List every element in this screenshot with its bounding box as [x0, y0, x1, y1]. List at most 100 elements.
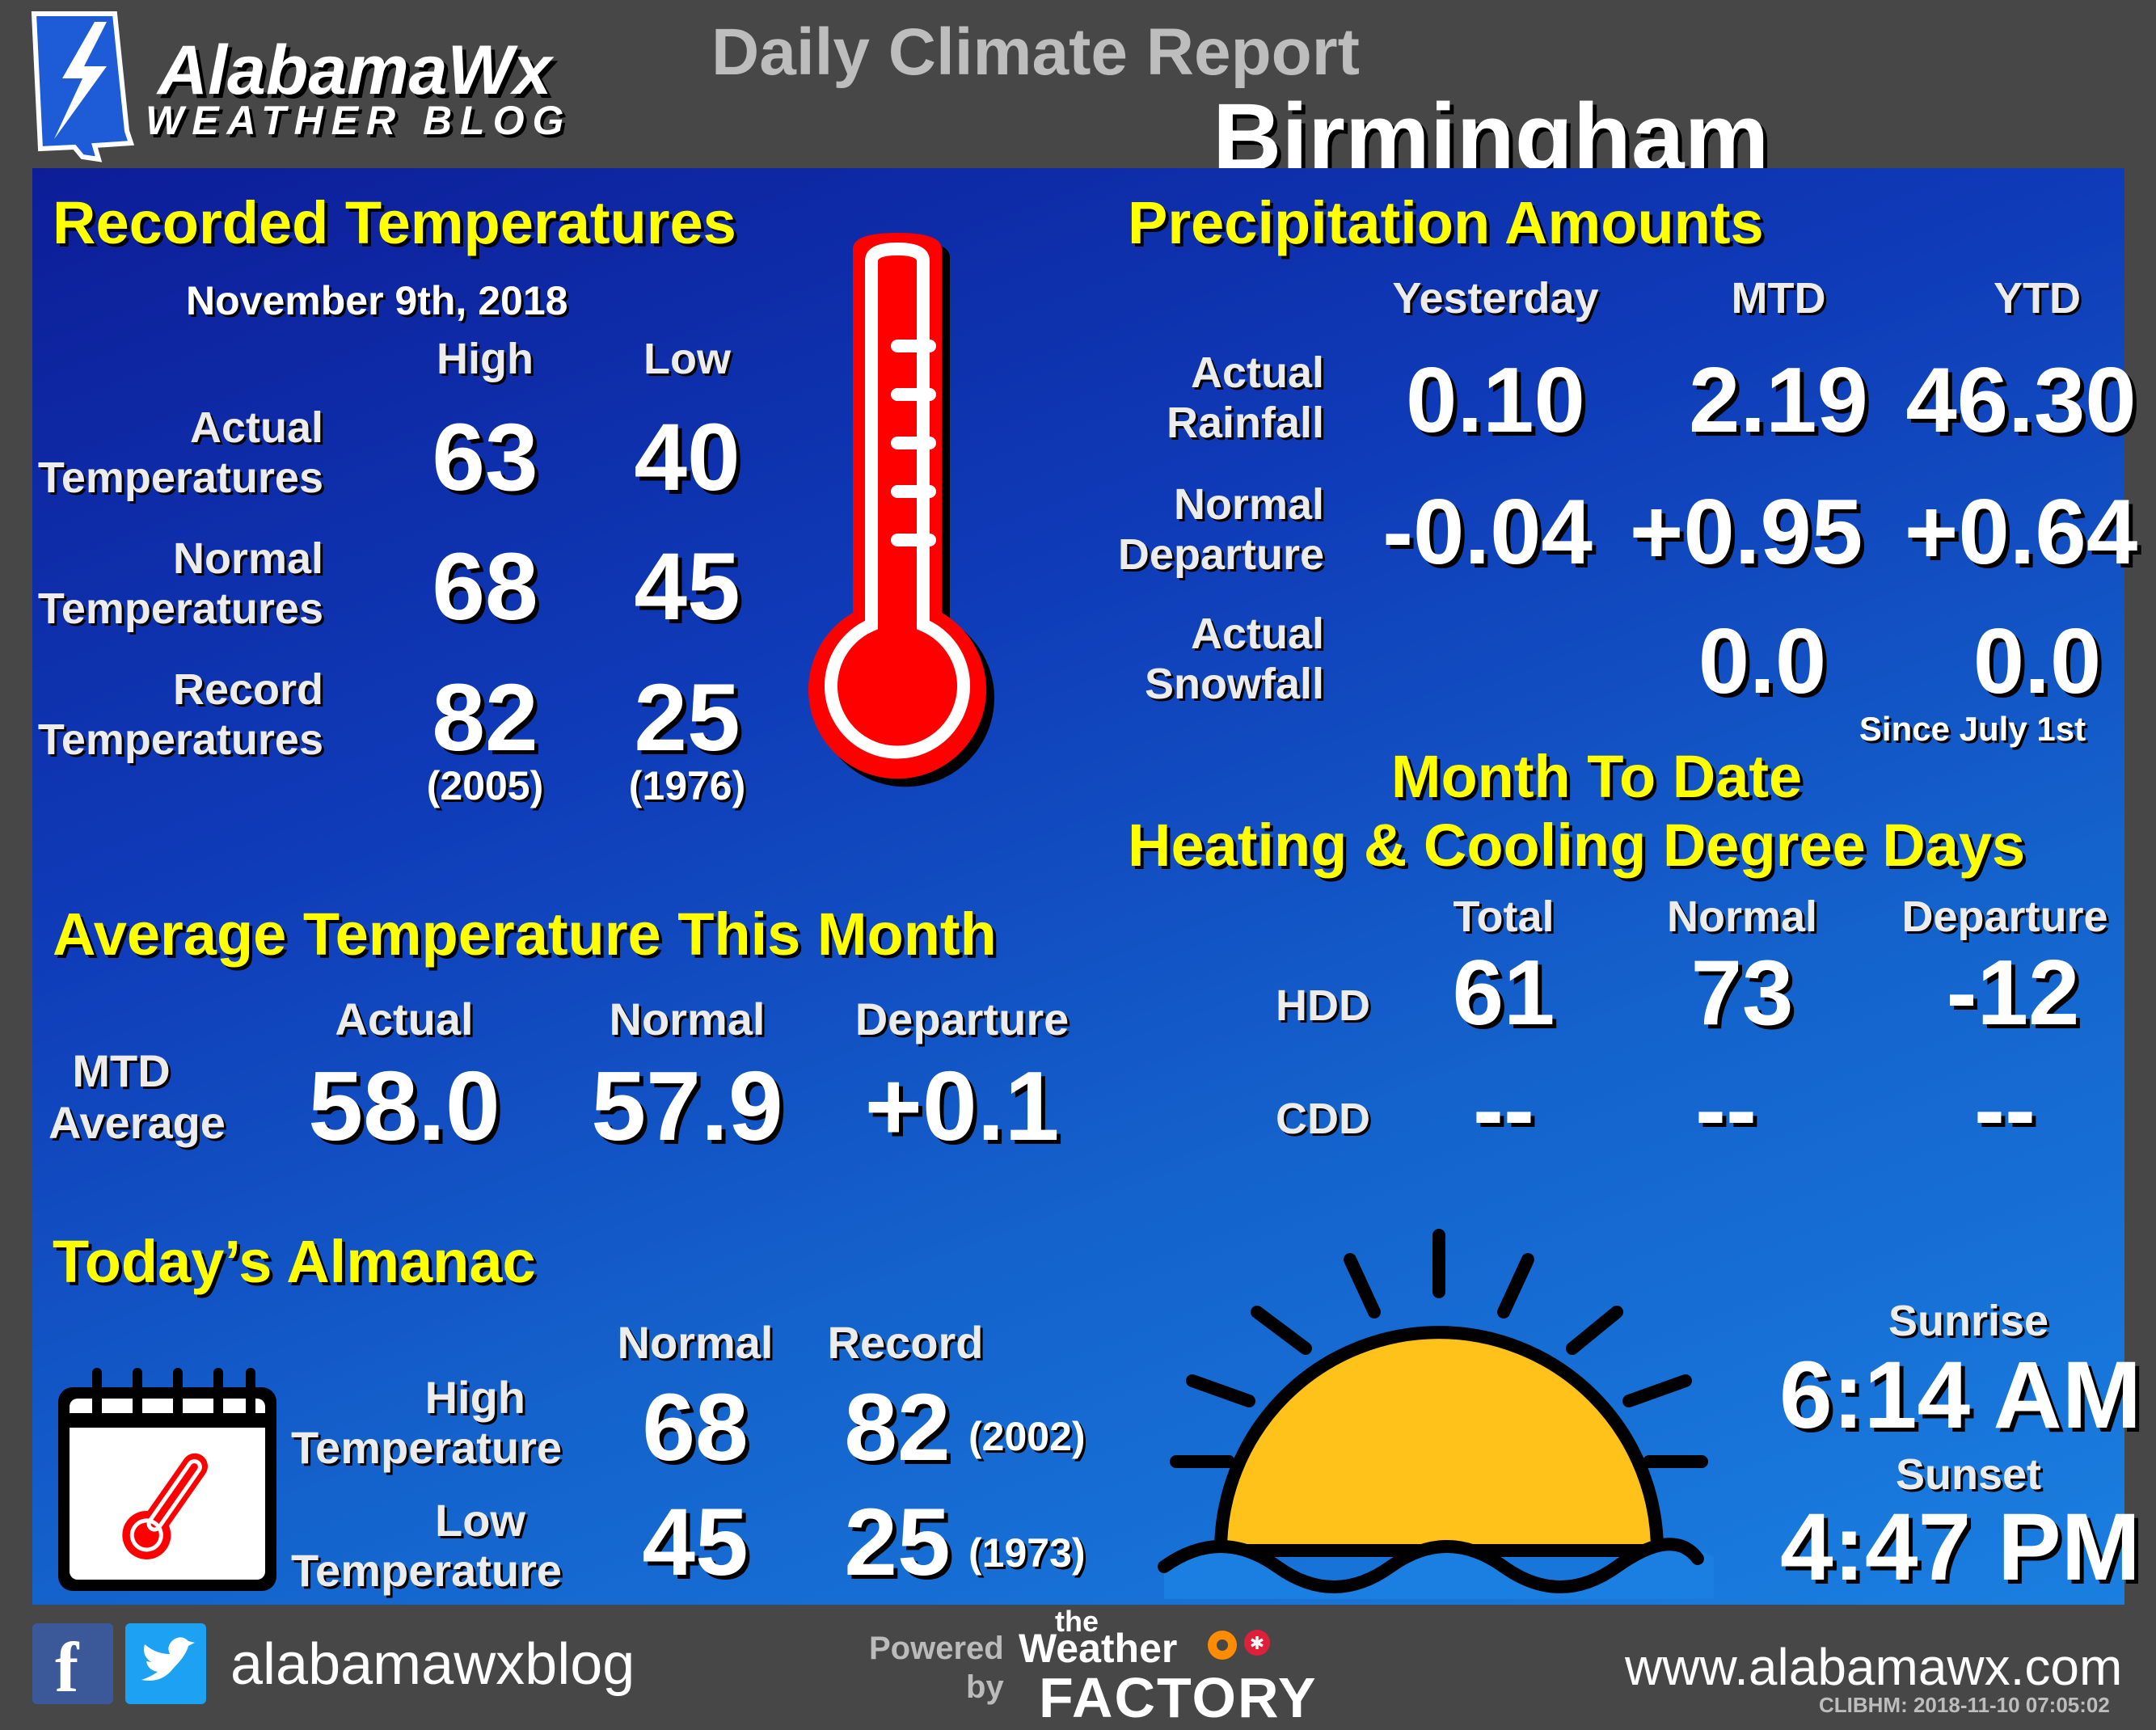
precip-col-mtd: MTD	[1731, 274, 1826, 323]
social-handle[interactable]: alabamawxblog	[230, 1632, 635, 1697]
almanac-low-label: Low Temperature	[291, 1495, 563, 1596]
row-label-line: Normal	[172, 534, 323, 583]
svg-text:✱: ✱	[1250, 1634, 1264, 1654]
row-label-line: Normal	[1173, 480, 1324, 529]
row-label-line: Departure	[1117, 530, 1324, 579]
avg-col-normal: Normal	[609, 994, 766, 1044]
gear-icon: ✱	[1208, 1630, 1270, 1660]
rain-yesterday-value: 0.10	[1406, 349, 1585, 452]
col-high-label: High	[437, 335, 534, 383]
report-title: Daily Climate Report	[711, 15, 1360, 89]
row-label-line: Snowfall	[1144, 660, 1324, 708]
almanac-col-normal: Normal	[617, 1317, 774, 1368]
almanac-high-record: 82	[844, 1374, 951, 1481]
hdd-total-value: 61	[1452, 942, 1555, 1044]
weather-factory-weather: Weather	[1019, 1626, 1178, 1671]
col-low-label: Low	[643, 335, 731, 383]
avg-departure-value: +0.1	[864, 1051, 1060, 1161]
almanac-high-normal: 68	[642, 1374, 749, 1481]
powered-by-text: Powered by	[869, 1629, 1004, 1707]
almanac-high-label: High Temperature	[291, 1373, 563, 1473]
dep-yesterday-value: -0.04	[1382, 481, 1593, 584]
twitter-icon[interactable]	[125, 1623, 206, 1704]
dd-col-normal: Normal	[1666, 892, 1818, 941]
degree-days-heading-1: Month To Date	[1390, 743, 1803, 810]
record-temp-label: Record Temperatures	[32, 665, 323, 765]
cdd-normal-value: --	[1695, 1059, 1757, 1162]
sunrise-label: Sunrise	[1888, 1297, 2049, 1345]
alabama-state-logo-icon	[31, 11, 135, 162]
almanac-heading: Today’s Almanac	[53, 1228, 536, 1295]
avg-col-departure: Departure	[854, 994, 1070, 1044]
dep-ytd-value: +0.64	[1904, 481, 2138, 584]
dep-mtd-value: +0.95	[1629, 481, 1863, 584]
row-label-line: Temperatures	[37, 715, 323, 764]
precip-col-ytd: YTD	[1994, 274, 2081, 323]
logo-subtitle: WEATHER BLOG	[146, 98, 572, 143]
normal-high-value: 68	[432, 534, 538, 640]
thermometer-icon	[808, 233, 994, 787]
sunrise-time: 6:14 AM	[1778, 1342, 2142, 1449]
record-high-year: (2005)	[426, 763, 544, 808]
record-low-value: 25	[634, 665, 740, 771]
row-label-line: Actual	[189, 403, 323, 452]
row-label-line: MTD	[72, 1045, 171, 1096]
hdd-departure-value: -12	[1946, 942, 2080, 1044]
precipitation-heading: Precipitation Amounts	[1128, 189, 1764, 256]
cdd-departure-value: --	[1974, 1059, 2036, 1162]
twitter-bird-icon	[141, 1637, 195, 1681]
cdd-label: CDD	[1276, 1095, 1370, 1143]
record-high-value: 82	[432, 665, 538, 771]
almanac-low-record: 25	[844, 1489, 951, 1596]
hdd-normal-value: 73	[1690, 942, 1794, 1044]
rain-mtd-value: 2.19	[1689, 349, 1868, 452]
report-timestamp: CLIBHM: 2018-11-10 07:05:02	[1819, 1693, 2110, 1717]
calendar-thermometer-icon	[58, 1368, 276, 1591]
avg-actual-value: 58.0	[308, 1051, 500, 1161]
sunset-time: 4:47 PM	[1780, 1494, 2141, 1601]
row-label-line: Temperatures	[37, 584, 323, 633]
powered-line: by	[966, 1669, 1004, 1705]
almanac-col-record: Record	[827, 1317, 984, 1368]
report-date: November 9th, 2018	[186, 278, 568, 323]
row-label-line: Temperature	[291, 1545, 563, 1596]
row-label-line: Rainfall	[1166, 399, 1324, 447]
cdd-total-value: --	[1473, 1059, 1534, 1162]
dd-col-total: Total	[1453, 892, 1555, 941]
rain-ytd-value: 46.30	[1905, 349, 2137, 452]
normal-low-value: 45	[634, 534, 740, 640]
almanac-low-year: (1973)	[968, 1530, 1086, 1576]
degree-days-heading-2: Heating & Cooling Degree Days	[1128, 812, 2026, 879]
snow-mtd-value: 0.0	[1698, 610, 1827, 713]
avg-temp-heading: Average Temperature This Month	[53, 901, 997, 968]
actual-snowfall-label: Actual Snowfall	[1083, 609, 1324, 709]
row-label-line: Low	[435, 1495, 525, 1546]
facebook-icon[interactable]: f	[32, 1623, 113, 1707]
dd-col-departure: Departure	[1901, 892, 2108, 941]
sunset-label: Sunset	[1895, 1450, 2042, 1499]
climate-panel: Recorded Temperatures November 9th, 2018…	[32, 168, 2141, 1605]
actual-low-value: 40	[634, 404, 740, 511]
row-label-line: Actual	[1190, 610, 1324, 658]
actual-high-value: 63	[432, 404, 538, 511]
normal-departure-label: Normal Departure	[1083, 479, 1324, 580]
website-link[interactable]: www.alabamawx.com	[1625, 1638, 2123, 1696]
logo-title: AlabamaWx	[158, 32, 552, 109]
avg-col-actual: Actual	[335, 994, 474, 1044]
almanac-high-year: (2002)	[968, 1414, 1086, 1459]
actual-rainfall-label: Actual Rainfall	[1083, 348, 1324, 448]
avg-normal-value: 57.9	[591, 1051, 783, 1161]
row-label-line: Temperatures	[37, 454, 323, 502]
precip-col-yesterday: Yesterday	[1392, 274, 1599, 323]
almanac-low-normal: 45	[642, 1489, 749, 1596]
hdd-label: HDD	[1276, 981, 1370, 1030]
weather-factory-the: the	[1055, 1605, 1099, 1638]
recorded-temperatures-heading: Recorded Temperatures	[53, 189, 736, 256]
mtd-average-label: MTD Average	[49, 1045, 226, 1149]
row-label-line: Temperature	[291, 1422, 563, 1473]
row-label-line: Average	[49, 1097, 226, 1148]
normal-temp-label: Normal Temperatures	[32, 534, 323, 634]
snow-ytd-value: 0.0	[1972, 610, 2102, 713]
record-low-year: (1976)	[628, 763, 746, 808]
actual-temp-label: Actual Temperatures	[32, 403, 323, 503]
